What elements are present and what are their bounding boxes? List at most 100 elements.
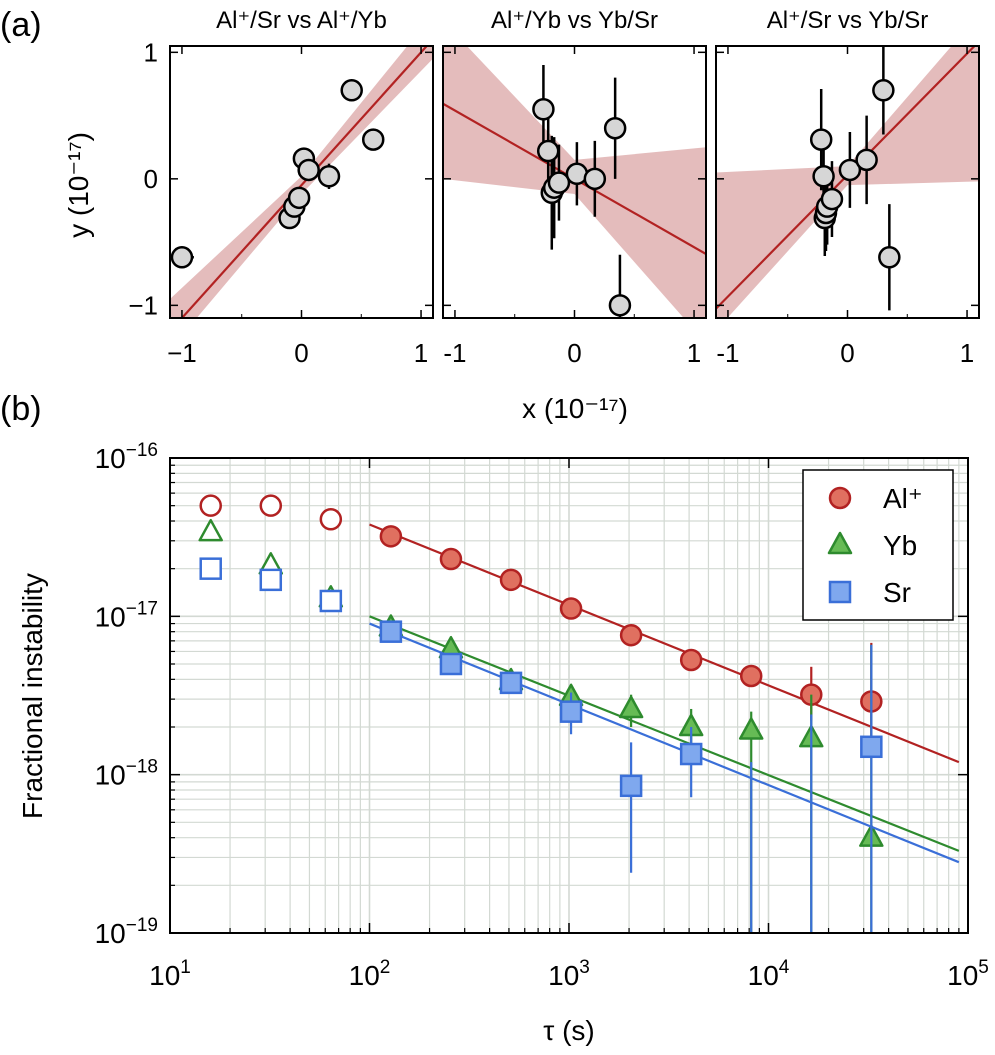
- y-tick-label: 10−19: [95, 915, 158, 949]
- tick-exponent: 4: [779, 957, 790, 978]
- x-tick-label: 102: [349, 957, 391, 991]
- legend-label: Al⁺: [883, 483, 923, 514]
- fit-line: [369, 622, 960, 864]
- legend-marker: [828, 580, 852, 604]
- fit-line: [369, 523, 960, 764]
- y-axis-label-a: y (10⁻¹⁷): [63, 132, 94, 238]
- data-point: [820, 187, 844, 211]
- tick-exponent: 1: [180, 957, 191, 978]
- plot-area: [443, 46, 706, 318]
- plot-area: [198, 494, 960, 933]
- tick-base: 10: [95, 760, 126, 791]
- subplot-title: Al⁺/Sr vs Yb/Sr: [767, 7, 929, 34]
- data-point: [536, 139, 560, 163]
- plot-area: [170, 46, 433, 318]
- tick-base: 10: [95, 918, 126, 949]
- y-tick-label: 1: [144, 37, 158, 67]
- x-tick-label: 104: [748, 957, 790, 991]
- data-point: [532, 98, 555, 121]
- data-point: [287, 186, 311, 210]
- x-tick-label: 1: [960, 338, 974, 368]
- x-tick-label: 0: [840, 338, 854, 368]
- x-tick-label: -1: [443, 338, 466, 368]
- x-tick-label: 101: [149, 957, 191, 991]
- legend-entry: Sr: [828, 577, 911, 608]
- tick-base: 10: [548, 960, 579, 991]
- y-tick-label: 0: [144, 164, 158, 194]
- x-tick-label: 105: [947, 957, 989, 991]
- subplot-a-3: -1 0 1 Al⁺/Sr vs Yb/Sr: [715, 7, 980, 368]
- data-point: [340, 79, 363, 102]
- panel-label-b: (b): [0, 390, 42, 428]
- data-point: [199, 494, 222, 517]
- data-point: [379, 525, 403, 548]
- tick-base: 10: [95, 601, 126, 632]
- data-point: [583, 167, 607, 191]
- data-point: [679, 648, 703, 672]
- data-point: [361, 128, 385, 151]
- data-point: [619, 623, 643, 647]
- legend-entry: Al⁺: [828, 483, 923, 514]
- data-point: [439, 547, 463, 571]
- panel-a: (a) −1 0 1 −1 0 1 Al⁺/Sr vs Al⁺/Yb -1 0 1 Al⁺/Yb vs…: [0, 6, 980, 424]
- legend-marker: [827, 531, 853, 555]
- confidence-band: [716, 46, 979, 318]
- legend-box: [802, 469, 954, 621]
- x-tick-label: 0: [567, 338, 581, 368]
- legend: Al⁺ Yb Sr: [802, 469, 954, 621]
- x-axis-label-b: τ (s): [543, 1015, 595, 1046]
- data-point: [608, 294, 632, 317]
- data-point: [317, 165, 341, 188]
- data-point: [547, 171, 571, 194]
- data-point: [379, 620, 403, 643]
- data-point: [259, 568, 283, 592]
- tick-base: 10: [95, 443, 126, 474]
- legend-label: Sr: [883, 577, 911, 608]
- y-tick-label: 10−18: [95, 757, 158, 791]
- subplot-title: Al⁺/Sr vs Al⁺/Yb: [216, 7, 387, 34]
- tick-exponent: −18: [126, 757, 158, 778]
- data-point: [855, 148, 878, 172]
- subplot-a-1: −1 0 1 −1 0 1 Al⁺/Sr vs Al⁺/Yb: [128, 7, 434, 368]
- data-point: [618, 695, 644, 719]
- data-point: [259, 494, 283, 517]
- subplot-title: Al⁺/Yb vs Yb/Sr: [491, 7, 658, 34]
- data-point: [860, 735, 883, 759]
- data-point: [812, 165, 835, 188]
- data-point: [739, 664, 763, 688]
- data-point: [738, 717, 764, 740]
- x-tick-label: -1: [716, 338, 739, 368]
- data-point: [872, 79, 895, 102]
- tick-base: 10: [748, 960, 779, 991]
- y-tick-label: −1: [128, 290, 158, 320]
- data-point: [319, 589, 343, 613]
- x-axis-label-a: x (10⁻¹⁷): [522, 393, 628, 424]
- data-point: [559, 700, 583, 723]
- data-point: [878, 246, 901, 269]
- tick-exponent: 2: [380, 957, 391, 978]
- legend-label: Yb: [883, 530, 917, 561]
- tick-exponent: −17: [126, 598, 158, 619]
- fit-line: [369, 615, 960, 852]
- y-axis-label-b: Fractional instability: [17, 573, 48, 819]
- x-tick-label: 1: [687, 338, 701, 368]
- tick-base: 10: [349, 960, 380, 991]
- data-point: [499, 568, 523, 592]
- subplot-a-2: -1 0 1 Al⁺/Yb vs Yb/Sr: [442, 7, 707, 368]
- fit-line: [180, 46, 429, 318]
- tick-base: 10: [947, 960, 978, 991]
- tick-exponent: −19: [126, 915, 158, 936]
- data-point: [559, 597, 583, 620]
- data-point: [199, 557, 222, 580]
- data-point: [297, 158, 320, 182]
- tick-exponent: 5: [978, 957, 989, 978]
- data-point: [603, 116, 627, 140]
- legend-marker: [828, 486, 852, 510]
- y-tick-label: 10−16: [95, 440, 158, 474]
- data-point: [809, 128, 833, 151]
- data-point: [439, 652, 463, 676]
- x-tick-label: 0: [294, 338, 308, 368]
- data-point: [679, 742, 703, 766]
- tick-exponent: −16: [126, 440, 158, 461]
